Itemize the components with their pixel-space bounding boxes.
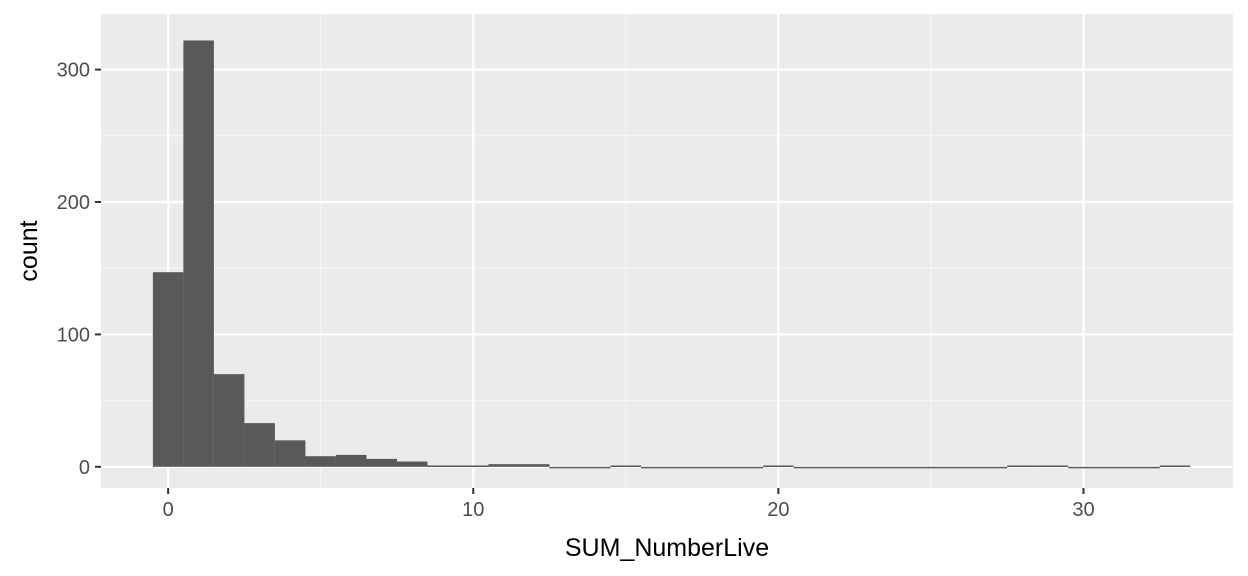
x-tick-label: 30 [1072,499,1094,521]
histogram-bar [1098,466,1130,469]
y-axis-title: count [15,220,43,281]
histogram-bar [305,456,336,467]
histogram-bar [885,466,916,469]
histogram-bar [366,458,397,467]
histogram-bar [213,374,245,467]
histogram-bar [244,423,275,467]
histogram-bar [183,40,214,467]
histogram-bar [610,465,642,467]
histogram-bar [1037,465,1069,467]
y-tick-label: 100 [57,324,90,346]
histogram-bar [915,466,947,469]
histogram-bar [580,466,611,469]
y-tick-label: 300 [57,60,90,82]
histogram-bar [152,272,184,467]
histogram-bar [1129,466,1160,469]
histogram-bar [702,466,733,469]
y-tick-label: 0 [79,457,90,479]
histogram-bar [793,466,825,469]
histogram-bar [763,465,794,467]
histogram-bar [396,461,428,467]
x-axis-ticks: 0 10 20 30 [163,488,1095,521]
histogram-bar [549,466,581,469]
minor-gridlines [101,14,1233,488]
histogram-bar [335,454,367,467]
histogram-bar [427,465,458,467]
y-axis-ticks: 0 100 200 300 [57,60,101,479]
x-tick-label: 0 [163,499,174,521]
histogram-bar [671,466,703,469]
histogram-bars [152,40,1191,469]
plot-panel [101,14,1233,488]
histogram-bar [488,464,520,467]
histogram-bar [976,466,1008,469]
y-tick-label: 200 [57,192,90,214]
histogram-bar [641,466,672,469]
histogram-bar [732,466,764,469]
histogram-bar [854,466,886,469]
x-tick-label: 20 [767,499,789,521]
histogram-bar [1007,465,1038,467]
x-axis-title: SUM_NumberLive [565,534,769,562]
histogram-bar [946,466,977,469]
histogram-bar [1068,466,1099,469]
x-tick-label: 10 [462,499,484,521]
histogram-bar [457,465,489,467]
histogram-bar [1159,465,1191,467]
histogram-bar [824,466,855,469]
histogram-bar [519,464,550,467]
histogram-bar [274,440,306,467]
